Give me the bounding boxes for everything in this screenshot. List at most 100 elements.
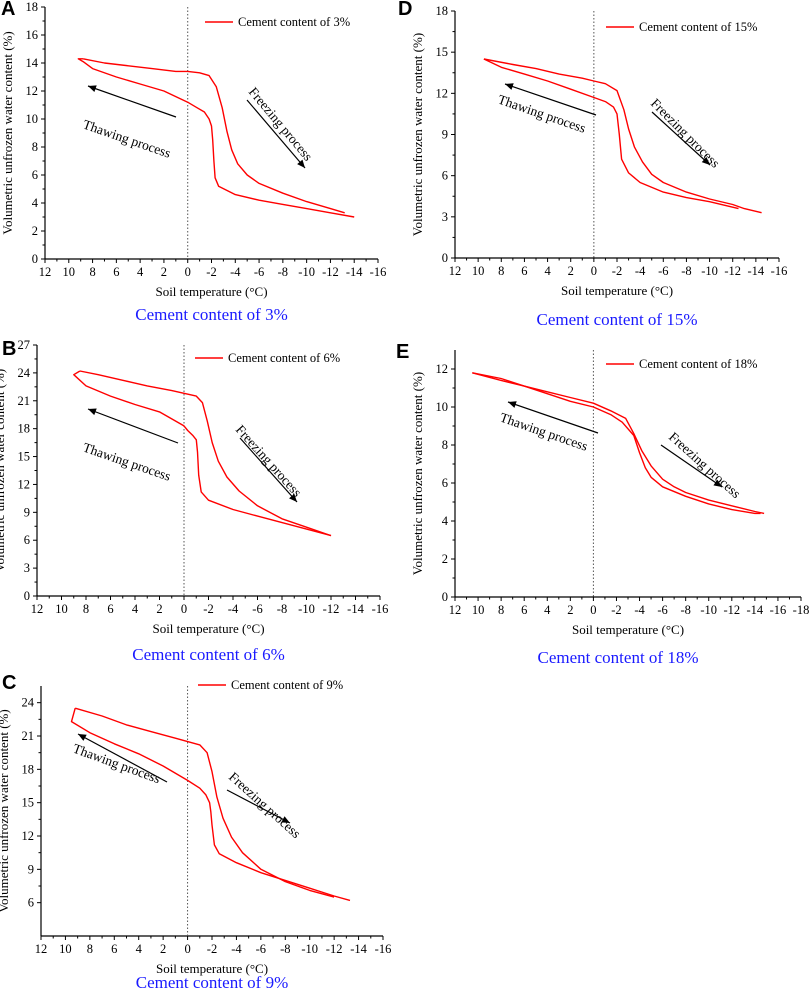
panel-caption: Cement content of 6% [132, 645, 285, 664]
y-tick-label: 12 [436, 86, 449, 100]
thawing-arrow-shaft [87, 85, 177, 118]
freezing-arrow-shaft [660, 444, 723, 488]
x-tick-label: -6 [658, 264, 668, 278]
x-tick-label: 0 [185, 265, 191, 279]
y-axis-title: Volumetric unfrozen water content (%) [0, 369, 7, 572]
thawing-process-label: Thawing process [81, 117, 173, 161]
freezing-arrow-shaft [226, 789, 291, 824]
y-tick-label: 6 [442, 476, 448, 490]
series-line-thawing [73, 370, 332, 537]
x-tick-label: -6 [254, 265, 264, 279]
y-tick-label: 27 [18, 338, 31, 352]
x-tick-label: -14 [350, 942, 367, 956]
y-tick-label: 3 [24, 561, 30, 575]
x-tick-label: -16 [370, 265, 387, 279]
x-tick-label: -4 [230, 265, 241, 279]
freezing-arrow-head [701, 157, 710, 165]
y-tick-label: 18 [22, 762, 35, 776]
x-tick-label: -18 [793, 603, 809, 617]
chart-panel-e: E 12 10 8 6 4 2 0 -2 -4 -6 -8 -10 -12 -14 -16 -18 0 2 4 6 8 10… [396, 341, 809, 667]
y-tick-label: 21 [22, 729, 35, 743]
x-axis-title: Soil temperature (°C) [155, 284, 267, 299]
x-axis-title: Soil temperature (°C) [561, 283, 673, 298]
x-tick-label: 4 [544, 264, 551, 278]
thawing-process-label: Thawing process [81, 440, 173, 484]
chart-panel-b: B 12 10 8 6 4 2 0 -2 -4 -6 -8 -10 -12 -14 -16 0 3 6 9 12 15 18… [0, 338, 388, 664]
x-tick-label: 2 [161, 265, 167, 279]
y-tick-label: 12 [22, 829, 35, 843]
x-tick-label: 6 [113, 265, 119, 279]
x-tick-label: 8 [89, 265, 95, 279]
series-line-freezing [483, 58, 762, 214]
panel-caption: Cement content of 9% [136, 973, 289, 992]
x-tick-label: -4 [635, 264, 646, 278]
x-tick-label: 8 [83, 602, 89, 616]
x-tick-label: -16 [372, 602, 389, 616]
freezing-arrow-head [289, 493, 297, 502]
x-tick-label: -12 [724, 264, 741, 278]
series-line-thawing [472, 372, 761, 515]
x-tick-label: -12 [322, 265, 339, 279]
y-tick-label: 12 [436, 362, 449, 376]
series-line-freezing [472, 372, 765, 515]
y-tick-label: 6 [32, 168, 38, 182]
x-tick-label: -8 [280, 942, 290, 956]
thawing-process-label: Thawing process [71, 741, 162, 787]
x-tick-label: 0 [591, 264, 597, 278]
x-tick-label: -10 [298, 265, 315, 279]
y-tick-label: 0 [32, 252, 38, 266]
freezing-process-label: Freezing process [666, 429, 744, 501]
freezing-arrow-head [713, 479, 722, 487]
x-tick-label: 12 [35, 942, 48, 956]
y-tick-label: 15 [436, 45, 449, 59]
series-line-thawing [77, 58, 355, 218]
x-tick-label: 0 [590, 603, 596, 617]
x-axis-title: Soil temperature (°C) [152, 621, 264, 636]
series-line-freezing [75, 707, 335, 898]
x-tick-label: -16 [375, 942, 392, 956]
thawing-process-label: Thawing process [498, 410, 590, 454]
x-tick-label: -2 [612, 264, 622, 278]
y-axis-title: Volumetric unfrozen water content (%) [410, 33, 425, 236]
x-tick-label: -16 [771, 264, 788, 278]
y-tick-label: 8 [32, 140, 38, 154]
x-tick-label: 2 [567, 603, 573, 617]
freezing-arrow-shaft [246, 99, 306, 169]
y-tick-label: 18 [26, 0, 39, 14]
y-tick-label: 24 [18, 366, 31, 380]
x-tick-label: 4 [136, 942, 143, 956]
y-axis-title: Volumetric unfrozen water content (%) [0, 31, 15, 234]
x-tick-label: -10 [700, 603, 717, 617]
x-tick-label: -6 [252, 602, 262, 616]
x-tick-label: -16 [770, 603, 787, 617]
x-tick-label: 10 [63, 265, 76, 279]
series-line-thawing [70, 708, 351, 902]
y-tick-label: 12 [18, 477, 31, 491]
freezing-process-label: Freezing process [226, 769, 304, 841]
x-tick-label: 10 [472, 603, 485, 617]
x-tick-label: 8 [498, 264, 504, 278]
x-tick-label: -14 [747, 603, 764, 617]
y-tick-label: 6 [24, 533, 30, 547]
thawing-arrow-head [78, 734, 87, 741]
panel-caption: Cement content of 15% [537, 310, 698, 329]
x-tick-label: -8 [277, 602, 287, 616]
x-tick-label: 6 [521, 603, 527, 617]
y-tick-label: 0 [442, 251, 448, 265]
series-line-freezing [79, 370, 332, 537]
x-tick-label: -4 [231, 942, 242, 956]
x-tick-label: 6 [111, 942, 117, 956]
x-tick-label: -14 [748, 264, 765, 278]
legend-label: Cement content of 9% [231, 678, 343, 692]
x-tick-label: -10 [701, 264, 718, 278]
y-tick-label: 3 [442, 210, 448, 224]
x-tick-label: -2 [207, 942, 217, 956]
y-tick-label: 6 [442, 169, 448, 183]
freezing-process-label: Freezing process [648, 96, 723, 171]
y-tick-label: 0 [442, 590, 448, 604]
x-tick-label: 10 [55, 602, 68, 616]
freezing-arrow-head [281, 816, 290, 823]
y-tick-label: 12 [26, 84, 39, 98]
thawing-arrow-shaft [77, 733, 168, 783]
